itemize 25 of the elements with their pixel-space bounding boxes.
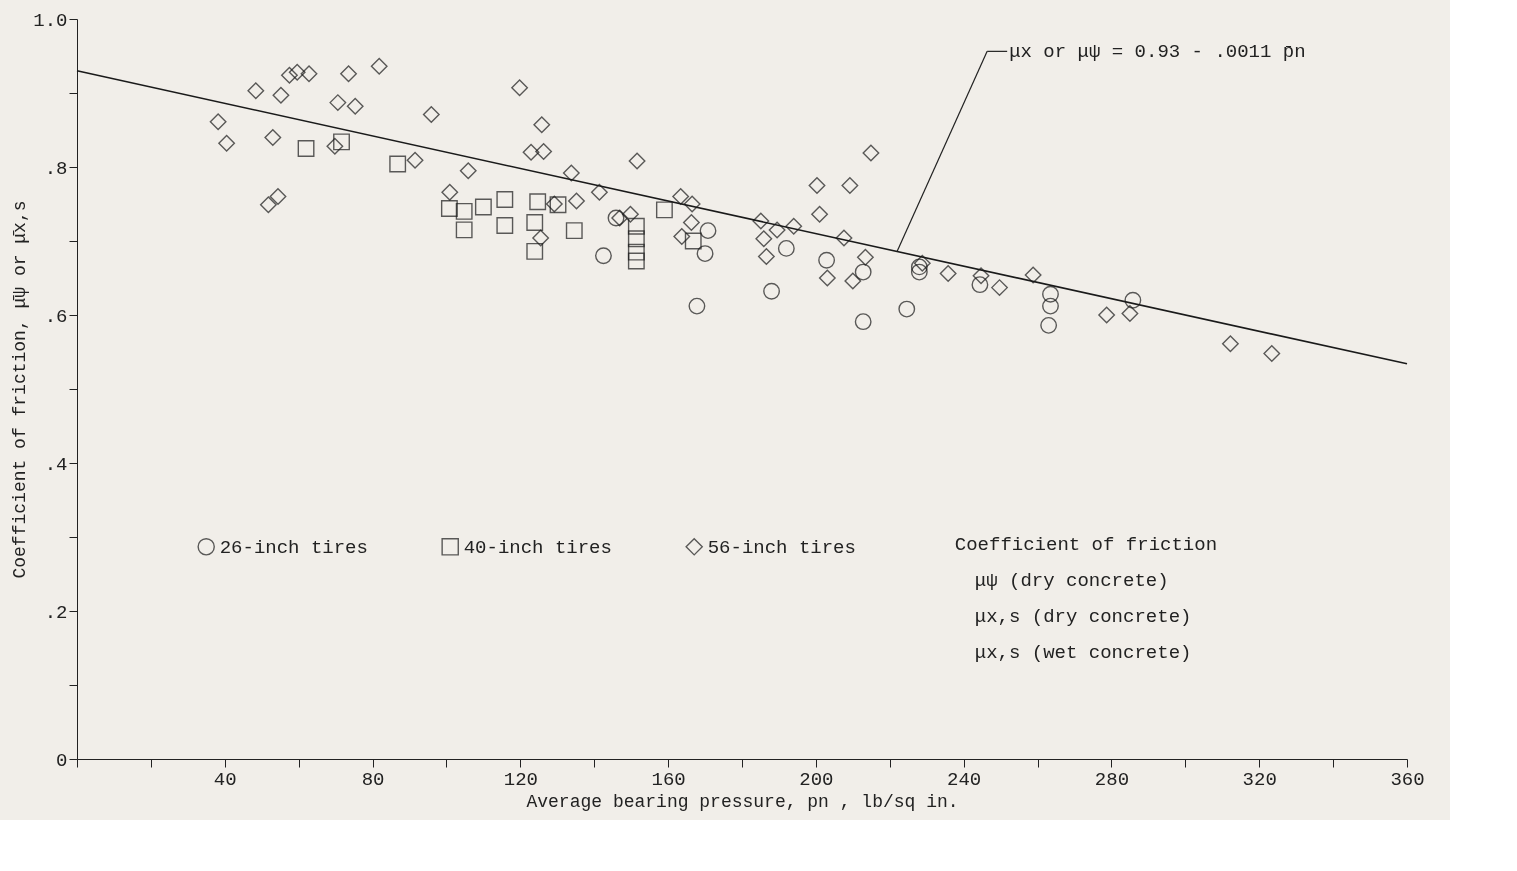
x-tick-label: 360 — [1390, 768, 1425, 791]
x-tick-label: 80 — [361, 768, 385, 791]
x-tick-label: 120 — [503, 768, 538, 791]
y-tick-label: .2 — [44, 601, 68, 624]
legend-label: 56-inch tires — [707, 536, 856, 559]
annotation: μx or μψ = 0.93 - .0011 p̄n — [1009, 41, 1306, 64]
x-tick-label: 280 — [1094, 768, 1130, 791]
y-tick-label: .8 — [44, 157, 68, 180]
legend-label: 40-inch tires — [463, 536, 612, 559]
x-axis-title: Average bearing pressure, pn , lb/sq in. — [526, 791, 959, 812]
y-tick-label: 1.0 — [33, 9, 68, 32]
annotation: μx,s (wet concrete) — [974, 642, 1192, 665]
x-tick-label: 160 — [651, 768, 686, 791]
x-tick-label: 40 — [213, 768, 237, 791]
legend-label: 26-inch tires — [219, 536, 368, 559]
x-tick-label: 200 — [799, 768, 834, 791]
annotation: μx,s (dry concrete) — [974, 606, 1192, 629]
y-tick-label: .6 — [44, 305, 68, 328]
y-tick-label: 0 — [56, 749, 68, 772]
annotation: μψ (dry concrete) — [974, 570, 1169, 593]
x-tick-label: 240 — [947, 768, 982, 791]
annotation: Coefficient of friction — [954, 534, 1218, 557]
y-tick-label: .4 — [44, 453, 68, 476]
y-axis-title: Coefficient of friction, μ̄ψ or μ̄x,s — [10, 200, 31, 579]
x-tick-label: 320 — [1242, 768, 1277, 791]
